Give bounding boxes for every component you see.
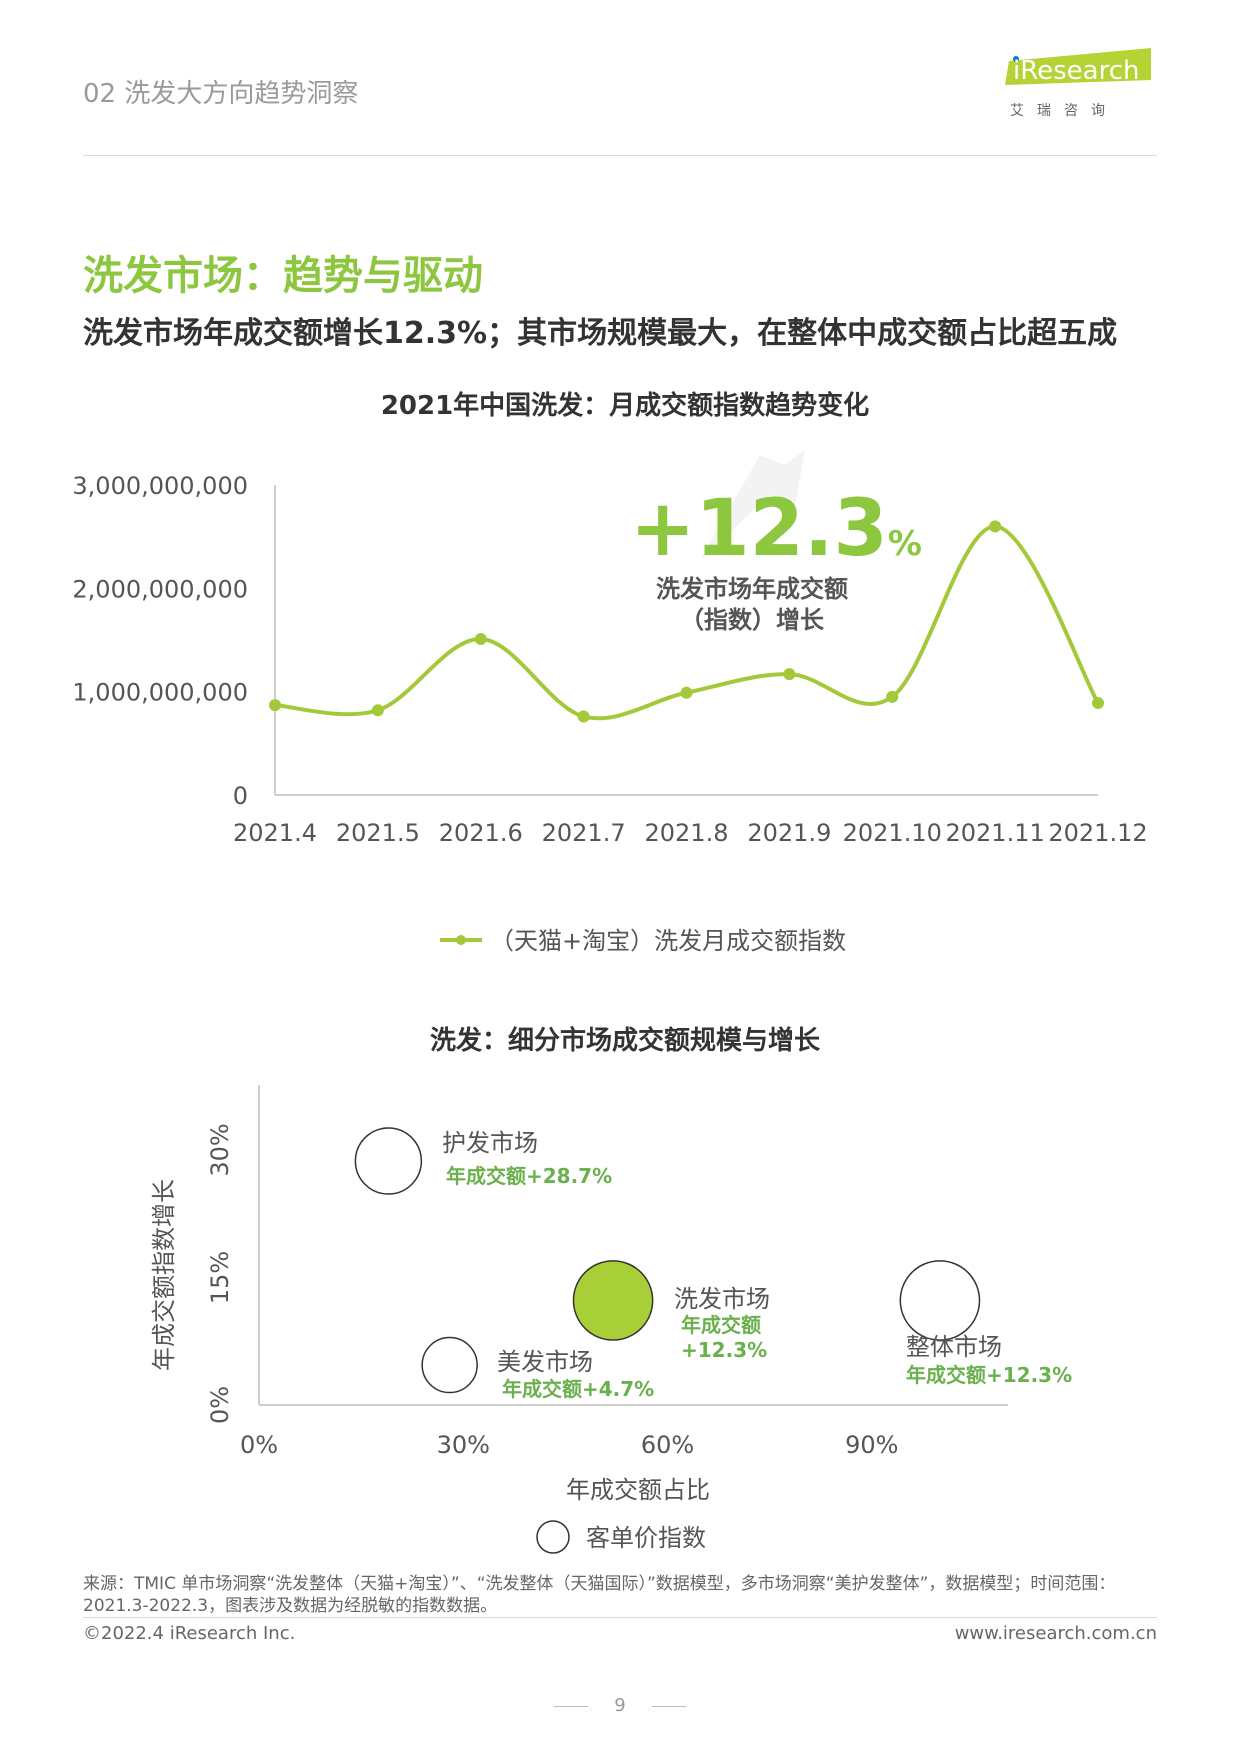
bubble-growth-hufa: 年成交额+28.7% (446, 1164, 612, 1188)
growth-unit: % (888, 524, 922, 564)
source-note: 来源：TMIC 单市场洞察“洗发整体（天猫+淘宝）”、“洗发整体（天猫国际）”数… (83, 1574, 1116, 1616)
x-tick-label: 2021.11 (946, 819, 1045, 847)
footer-divider (83, 1617, 1157, 1618)
data-point (886, 690, 899, 703)
bubble-2 (421, 1336, 478, 1394)
y-tick-labels: 0 1,000,000,000 2,000,000,000 3,000,000,000 (72, 472, 248, 810)
legend-marker-icon (456, 935, 466, 945)
y-tick-labels: 0% 15% 30% (206, 1123, 234, 1424)
x-tick-labels: 2021.4 2021.5 2021.6 2021.7 2021.8 2021.9 2021… (233, 819, 1148, 847)
x-tick-label: 2021.8 (645, 819, 729, 847)
data-point (783, 668, 796, 681)
bubble-legend-label: 客单价指数 (586, 1524, 706, 1552)
header-divider (83, 155, 1157, 156)
y-tick-label: 0% (206, 1386, 234, 1424)
series-line (274, 524, 1100, 721)
page-number: 9 (0, 1695, 1240, 1716)
x-tick-label: 2021.10 (843, 819, 942, 847)
website-url: www.iresearch.com.cn (954, 1623, 1157, 1644)
x-tick-label: 90% (845, 1431, 898, 1459)
page-number-text: 9 (614, 1695, 626, 1716)
section-title: 02 洗发大方向趋势洞察 (83, 79, 359, 109)
x-tick-label: 2021.12 (1048, 819, 1147, 847)
data-point (989, 520, 1002, 533)
line-chart: 0 1,000,000,000 2,000,000,000 3,000,000,000… (72, 450, 1148, 955)
bubble-name-hufa: 护发市场 (442, 1129, 538, 1157)
x-tick-label: 2021.7 (542, 819, 626, 847)
y-tick-label: 0 (233, 782, 248, 810)
bubble-legend-icon (536, 1520, 570, 1554)
x-tick-label: 2021.4 (233, 819, 317, 847)
bubble-name-xifa: 洗发市场 (674, 1285, 770, 1313)
growth-caption-2: （指数）增长 (680, 606, 825, 634)
series-points (269, 520, 1104, 723)
data-point (474, 632, 487, 645)
bubble-chart: 0% 15% 30% 0% 30% 60% 90% 年成交额指数增长 年成交额占比 护发市… (150, 1085, 1072, 1554)
bubble-growth-xifa-1: 年成交额 (681, 1313, 761, 1337)
x-axis-label: 年成交额占比 (566, 1476, 710, 1504)
logo-subtitle: 艾瑞咨询 (1010, 103, 1118, 119)
data-point (680, 686, 693, 699)
page-number-dash-left (554, 1705, 589, 1707)
bubble-growth-meifa: 年成交额+4.7% (502, 1377, 654, 1401)
x-tick-label: 0% (240, 1431, 278, 1459)
page-title: 洗发市场：趋势与驱动 (83, 253, 483, 299)
x-tick-labels: 0% 30% 60% 90% (240, 1431, 899, 1459)
logo-dot (1013, 56, 1019, 62)
line-chart-title: 2021年中国洗发：月成交额指数趋势变化 (380, 391, 870, 421)
bubble-3 (899, 1260, 981, 1341)
y-tick-label: 2,000,000,000 (72, 575, 248, 603)
data-point (577, 710, 590, 723)
data-point (1092, 697, 1104, 710)
bubble-growth-xifa-2: +12.3% (681, 1338, 767, 1362)
bubble-chart-title: 洗发：细分市场成交额规模与增长 (429, 1026, 820, 1056)
x-tick-label: 60% (641, 1431, 694, 1459)
logo-text: iResearch (1013, 56, 1139, 86)
logo-parallelogram (1005, 48, 1151, 85)
page-number-dash-right (651, 1705, 686, 1707)
data-point (371, 704, 384, 717)
growth-caption-1: 洗发市场年成交额 (656, 575, 848, 603)
bubble-0 (354, 1127, 423, 1195)
page-subtitle: 洗发市场年成交额增长12.3%；其市场规模最大，在整体中成交额占比超五成 (83, 316, 1118, 351)
x-tick-label: 2021.5 (336, 819, 420, 847)
copyright: ©2022.4 iResearch Inc. (83, 1623, 296, 1644)
y-tick-label: 3,000,000,000 (72, 472, 248, 500)
bubble-1 (572, 1260, 654, 1341)
y-tick-label: 1,000,000,000 (72, 679, 248, 707)
growth-value: +12.3 (630, 484, 888, 574)
y-tick-label: 30% (206, 1123, 234, 1176)
bubble-name-total: 整体市场 (906, 1333, 1002, 1361)
data-point (269, 699, 281, 712)
y-axis-label: 年成交额指数增长 (150, 1179, 178, 1371)
x-tick-label: 2021.6 (439, 819, 523, 847)
x-tick-label: 2021.9 (747, 819, 831, 847)
bubbles (354, 1127, 981, 1394)
bubble-growth-total: 年成交额+12.3% (906, 1363, 1072, 1387)
iresearch-logo: iResearch (1005, 48, 1151, 86)
growth-highlight: +12.3% (630, 484, 922, 574)
y-tick-label: 15% (206, 1251, 234, 1304)
bubble-name-meifa: 美发市场 (497, 1348, 593, 1376)
legend-label: （天猫+淘宝）洗发月成交额指数 (490, 927, 846, 955)
growth-arrow-icon (700, 450, 805, 560)
x-tick-label: 30% (437, 1431, 490, 1459)
